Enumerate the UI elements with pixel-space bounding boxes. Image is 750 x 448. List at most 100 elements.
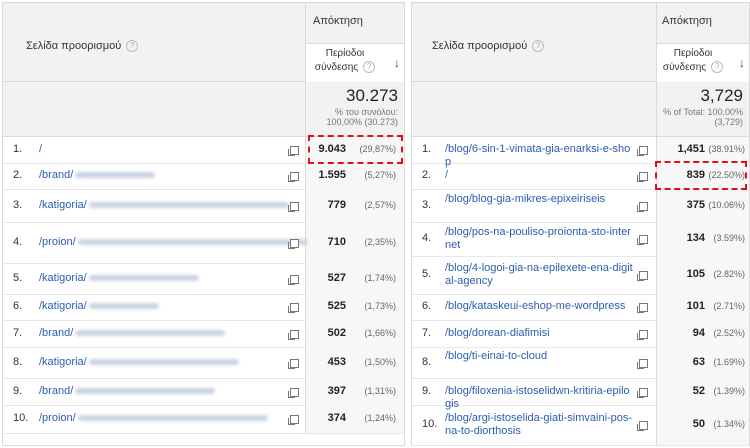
table-header: Σελίδα προορισμού? Απόκτηση Περίοδοι σύνδ… [3, 3, 404, 82]
landing-page-link[interactable]: /brand/ [39, 327, 226, 340]
help-icon[interactable]: ? [711, 61, 724, 74]
open-page-icon[interactable] [637, 146, 648, 156]
sessions-percent: (22.50%) [708, 170, 745, 180]
table-row: 2. / 839 (22.50%) [412, 163, 749, 190]
landing-page-column-header[interactable]: Σελίδα προορισμού? [26, 40, 139, 53]
open-page-icon[interactable] [288, 359, 299, 369]
table-row: 4. /blog/pos-na-pouliso-proionta-sto-int… [412, 222, 749, 257]
landing-page-link[interactable]: /blog/6-sin-1-vimata-gia-enarksi-e-shop [445, 143, 633, 169]
landing-page-header-label: Σελίδα προορισμού [26, 40, 122, 52]
landing-page-report-greek: Σελίδα προορισμού? Απόκτηση Περίοδοι σύνδ… [2, 2, 405, 446]
landing-page-path: /blog/pos-na-pouliso-proionta-sto-intern… [445, 226, 631, 251]
sessions-value: 502 [327, 327, 346, 339]
totals-row: 30.273 % του συνόλου: 100,00% (30.273) [3, 82, 404, 137]
row-number: 5. [13, 272, 23, 284]
landing-page-link[interactable]: /blog/filoxenia-istoselidwn-kritiria-epi… [445, 385, 633, 411]
highlight-box [655, 161, 747, 190]
sessions-column-header[interactable]: Περίοδοι σύνδεσης? ↓ [306, 43, 404, 82]
sessions-percent: (1.34%) [713, 419, 745, 429]
redacted-path [75, 172, 156, 179]
open-page-icon[interactable] [288, 303, 299, 313]
open-page-icon[interactable] [288, 202, 299, 212]
sessions-value: 527 [327, 272, 346, 284]
help-icon[interactable]: ? [363, 61, 376, 74]
landing-page-link[interactable]: /katigoria/ [39, 199, 289, 212]
row-number: 10. [13, 412, 29, 424]
landing-page-path: /brand/ [39, 169, 74, 181]
landing-page-link[interactable]: / [445, 169, 633, 182]
sessions-value: 525 [327, 300, 346, 312]
table-header: Σελίδα προορισμού? Απόκτηση Περίοδοι σύνδ… [412, 3, 749, 82]
sessions-value: 94 [692, 327, 705, 339]
sessions-percent: (1,66%) [364, 328, 396, 338]
table-row: 10. /proion/ 374 (1,24%) [3, 405, 404, 434]
open-page-icon[interactable] [288, 239, 299, 249]
open-page-icon[interactable] [288, 388, 299, 398]
acquisition-group-header: Απόκτηση [662, 15, 712, 27]
landing-page-report-english: Σελίδα προορισμού? Απόκτηση Περίοδοι σύνδ… [411, 2, 750, 446]
open-page-icon[interactable] [637, 421, 648, 431]
landing-page-column-header[interactable]: Σελίδα προορισμού? [432, 40, 545, 53]
landing-page-link[interactable]: /katigoria/ [39, 300, 159, 313]
total-sessions: 30.273 [346, 86, 398, 105]
sessions-percent: (1,73%) [364, 301, 396, 311]
table-row: 8. /katigoria/ 453 (1,50%) [3, 347, 404, 379]
landing-page-link[interactable]: /blog/ti-einai-to-cloud [445, 350, 633, 363]
sessions-value: 101 [686, 300, 705, 312]
landing-page-link[interactable]: /katigoria/ [39, 356, 239, 369]
table-row: 9. /blog/filoxenia-istoselidwn-kritiria-… [412, 378, 749, 410]
landing-page-link[interactable]: /blog/kataskeui-eshop-me-wordpress [445, 300, 633, 313]
landing-page-path: /katigoria/ [39, 272, 87, 284]
open-page-icon[interactable] [288, 415, 299, 425]
landing-page-path: /proion/ [39, 236, 76, 248]
landing-page-link[interactable]: /blog/blog-gia-mikres-epixeiriseis [445, 193, 633, 206]
open-page-icon[interactable] [637, 303, 648, 313]
sessions-column-header[interactable]: Περίοδοι σύνδεσης? ↓ [657, 43, 749, 82]
landing-page-link[interactable]: /katigoria/ [39, 272, 199, 285]
sessions-value: 453 [327, 356, 346, 368]
landing-page-link[interactable]: /blog/pos-na-pouliso-proionta-sto-intern… [445, 226, 633, 252]
landing-page-link[interactable]: /brand/ [39, 169, 156, 182]
open-page-icon[interactable] [637, 172, 648, 182]
open-page-icon[interactable] [637, 202, 648, 212]
sessions-percent: (1.69%) [713, 357, 745, 367]
landing-page-path: /blog/kataskeui-eshop-me-wordpress [445, 300, 626, 312]
landing-page-path: /katigoria/ [39, 199, 87, 211]
sort-descending-icon[interactable]: ↓ [394, 56, 400, 70]
landing-page-link[interactable]: /proion/ [39, 236, 308, 249]
open-page-icon[interactable] [288, 172, 299, 182]
sessions-value: 52 [692, 385, 705, 397]
row-number: 1. [422, 143, 432, 155]
open-page-icon[interactable] [637, 235, 648, 245]
open-page-icon[interactable] [288, 330, 299, 340]
landing-page-link[interactable]: /brand/ [39, 385, 216, 398]
landing-page-link[interactable]: /blog/4-logoi-gia-na-epilexete-ena-digit… [445, 262, 633, 288]
help-icon[interactable]: ? [126, 40, 139, 53]
open-page-icon[interactable] [288, 146, 299, 156]
landing-page-link[interactable]: /blog/argi-istoselida-giati-simvaini-pos… [445, 412, 633, 438]
open-page-icon[interactable] [637, 388, 648, 398]
open-page-icon[interactable] [637, 271, 648, 281]
landing-page-link[interactable]: /proion/ [39, 412, 268, 425]
open-page-icon[interactable] [288, 275, 299, 285]
help-icon[interactable]: ? [532, 40, 545, 53]
redacted-path [77, 415, 268, 422]
landing-page-link[interactable]: /blog/dorean-diafimisi [445, 327, 633, 340]
row-number: 7. [13, 327, 23, 339]
row-number: 8. [13, 356, 23, 368]
sessions-header-line1: Περίοδοι [673, 48, 713, 59]
open-page-icon[interactable] [637, 359, 648, 369]
sessions-header-line2: σύνδεσης [314, 62, 359, 73]
table-row: 6. /blog/kataskeui-eshop-me-wordpress 10… [412, 294, 749, 321]
row-number: 10. [422, 418, 438, 430]
sessions-percent: (1,50%) [364, 357, 396, 367]
open-page-icon[interactable] [637, 330, 648, 340]
sessions-value: 134 [686, 232, 705, 244]
landing-page-link[interactable]: / [39, 143, 42, 156]
redacted-path [75, 330, 226, 337]
sessions-value: 710 [327, 236, 346, 248]
sort-descending-icon[interactable]: ↓ [739, 56, 745, 70]
column-divider [656, 3, 657, 81]
row-number: 1. [13, 143, 23, 155]
table-row: 5. /blog/4-logoi-gia-na-epilexete-ena-di… [412, 256, 749, 295]
